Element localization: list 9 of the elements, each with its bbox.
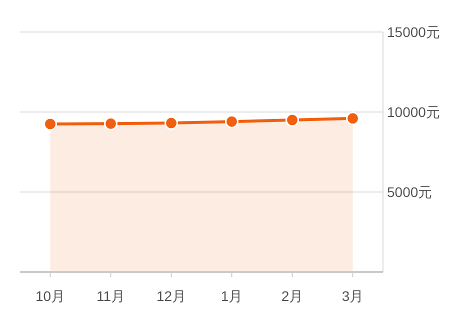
- y-tick-label: 10000元: [387, 104, 440, 120]
- x-tick-label: 12月: [156, 288, 186, 304]
- x-tick-label: 3月: [342, 288, 364, 304]
- x-tick-label: 10月: [35, 288, 66, 304]
- x-tick-label: 1月: [220, 288, 243, 304]
- x-tick-label: 11月: [96, 288, 126, 304]
- y-tick-label: 5000元: [387, 184, 432, 200]
- y-tick-label: 15000元: [387, 24, 440, 40]
- x-tick-label: 2月: [281, 288, 304, 304]
